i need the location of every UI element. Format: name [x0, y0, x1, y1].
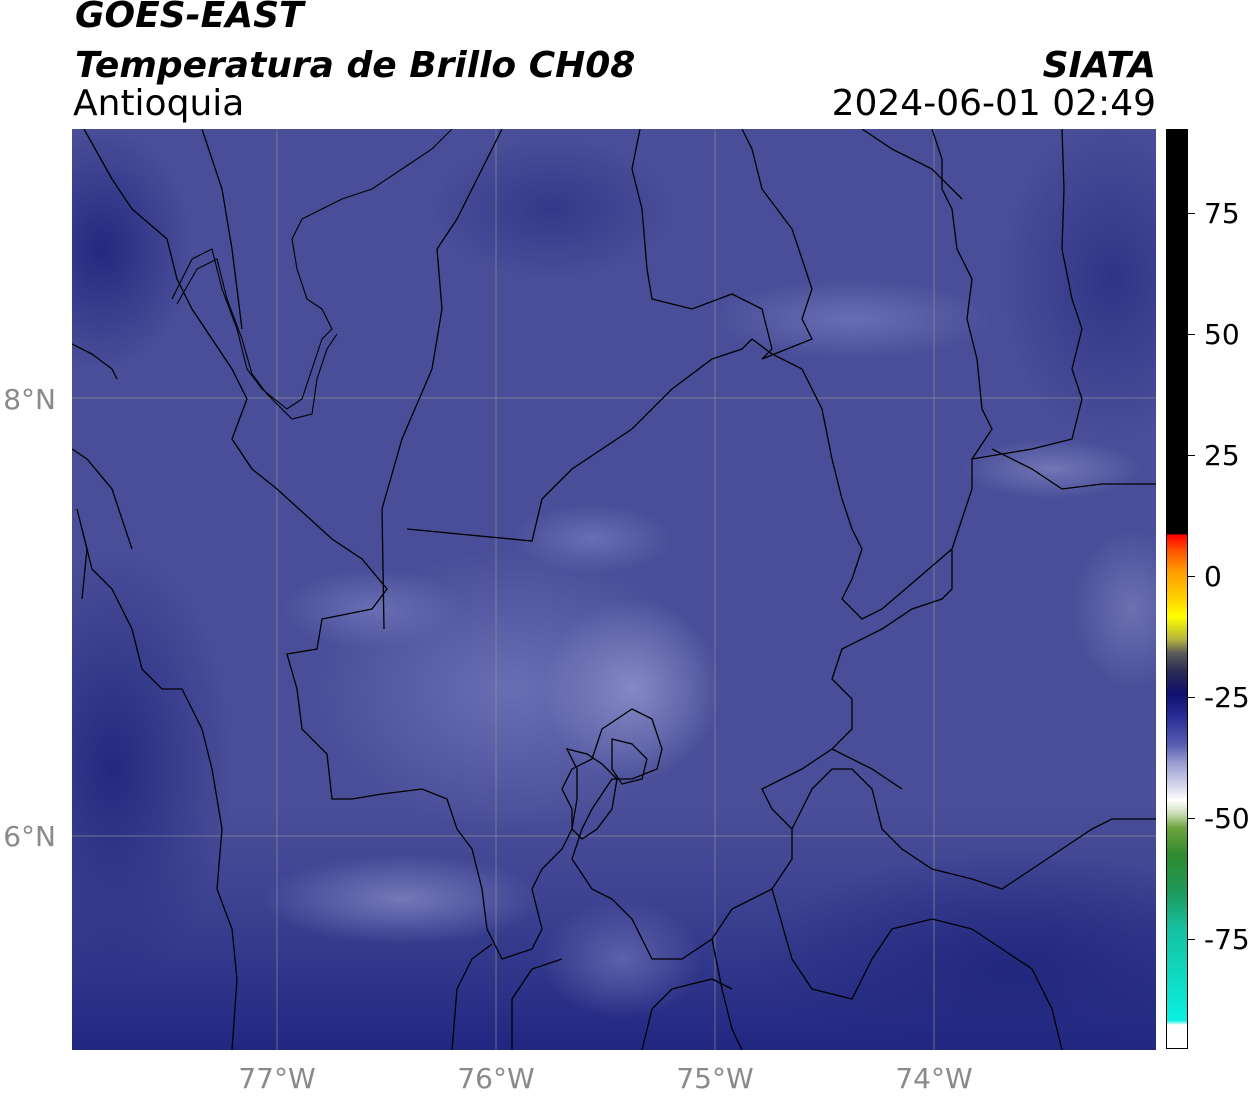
colorbar-label-50: 50: [1204, 318, 1240, 351]
colorbar-label-minus75: -75: [1204, 923, 1250, 956]
colorbar-tick: [1188, 818, 1195, 819]
colorbar-label-minus50: -50: [1204, 802, 1250, 835]
cloud-region: [962, 439, 1142, 499]
brightness-temperature-map[interactable]: [72, 129, 1156, 1050]
org-label: SIATA: [1042, 45, 1156, 86]
region-label: Antioquia: [73, 83, 245, 124]
colorbar-tick: [1188, 334, 1195, 335]
cloud-region: [262, 854, 542, 944]
colorbar-tick: [1188, 697, 1195, 698]
colorbar-tick: [1188, 455, 1195, 456]
datetime-label: 2024-06-01 02:49: [831, 83, 1156, 124]
graticule: [72, 129, 1156, 1050]
colorbar-label-minus25: -25: [1204, 681, 1250, 714]
dark-region: [1002, 129, 1156, 439]
colorbar-label-0: 0: [1204, 560, 1222, 593]
lat-label-8n: 8°N: [3, 383, 56, 416]
cloud-region: [542, 599, 722, 779]
dark-region: [752, 849, 1156, 1050]
lon-label-76w: 76°W: [457, 1062, 535, 1095]
lon-label-74w: 74°W: [895, 1062, 973, 1095]
colorbar: [1166, 129, 1188, 1049]
colorbar-tick: [1188, 939, 1195, 940]
lon-label-77w: 77°W: [238, 1062, 316, 1095]
colorbar-tick: [1188, 213, 1195, 214]
cloud-region: [542, 899, 702, 1019]
satellite-title: GOES-EAST: [75, 0, 304, 36]
borders: [72, 129, 1156, 1050]
cloud-region: [712, 279, 992, 359]
lat-label-6n: 6°N: [3, 820, 56, 853]
product-title: Temperatura de Brillo CH08: [75, 45, 636, 86]
lon-label-75w: 75°W: [676, 1062, 754, 1095]
colorbar-tick: [1188, 576, 1195, 577]
cloud-region: [512, 504, 672, 574]
dark-region: [72, 129, 192, 369]
dark-region: [432, 139, 672, 279]
coastline: [171, 129, 453, 420]
colorbar-label-75: 75: [1204, 197, 1240, 230]
colorbar-label-25: 25: [1204, 439, 1240, 472]
cloud-region: [1072, 529, 1156, 689]
